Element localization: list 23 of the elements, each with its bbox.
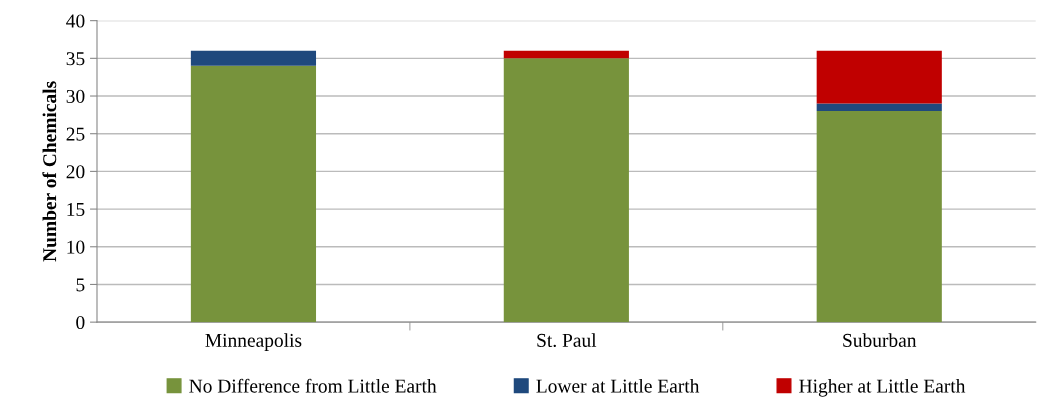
bar — [190, 65, 317, 323]
y-tick-label: 35 — [66, 52, 85, 66]
x-tick-label: Minneapolis — [205, 333, 302, 351]
y-tick-label: 20 — [66, 165, 85, 179]
bar — [190, 50, 317, 66]
y-tick-label: 0 — [76, 315, 85, 330]
y-tick-label: 40 — [66, 14, 85, 28]
legend-label: Lower at Little Earth — [536, 378, 700, 393]
y-tick-label: 5 — [76, 278, 85, 292]
y-tick-label: 30 — [66, 89, 85, 103]
x-tick-label: St. Paul — [537, 333, 597, 348]
legend-label: Higher at Little Earth — [799, 378, 966, 397]
x-tick-label: Suburban — [843, 333, 917, 347]
y-tick-label: 10 — [67, 240, 85, 254]
bar — [816, 50, 942, 104]
legend-label: No Difference from Little Earth — [189, 378, 437, 393]
bar — [816, 103, 942, 112]
bar — [503, 50, 629, 59]
y-tick-label: 15 — [67, 202, 85, 217]
y-axis-title: Number of Chemicals — [42, 81, 57, 262]
bar — [503, 58, 629, 323]
bar — [816, 111, 942, 323]
y-tick-label: 25 — [66, 127, 85, 141]
